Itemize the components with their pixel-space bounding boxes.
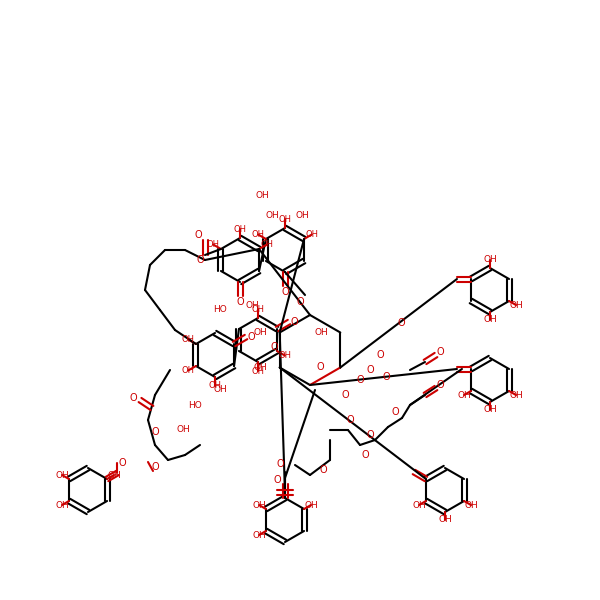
Text: O: O <box>151 427 159 437</box>
Text: O: O <box>276 459 284 469</box>
Text: OH: OH <box>509 391 523 400</box>
Text: OH: OH <box>182 366 194 375</box>
Text: OH: OH <box>55 500 69 509</box>
Text: O: O <box>398 318 406 328</box>
Text: O: O <box>273 475 281 485</box>
Text: OH: OH <box>233 224 247 233</box>
Text: OH: OH <box>412 500 426 509</box>
Text: OH: OH <box>245 301 259 310</box>
Text: OH: OH <box>206 240 220 249</box>
Text: OH: OH <box>251 230 265 239</box>
Text: O: O <box>346 415 354 425</box>
Text: OH: OH <box>438 515 452 524</box>
Text: OH: OH <box>55 470 69 479</box>
Text: HO: HO <box>188 401 202 409</box>
Text: HO: HO <box>213 305 227 314</box>
Text: O: O <box>436 380 444 390</box>
Text: O: O <box>376 350 384 360</box>
Text: OH: OH <box>251 304 265 313</box>
Text: OH: OH <box>107 470 121 479</box>
Text: O: O <box>129 393 137 403</box>
Text: OH: OH <box>265 211 279 220</box>
Text: OH: OH <box>254 328 268 337</box>
Text: OH: OH <box>464 500 478 509</box>
Text: O: O <box>366 430 374 440</box>
Text: O: O <box>194 230 202 240</box>
Text: OH: OH <box>457 391 471 400</box>
Text: O: O <box>356 375 364 385</box>
Text: OH: OH <box>182 335 194 344</box>
Text: OH: OH <box>255 191 269 200</box>
Text: O: O <box>383 372 390 382</box>
Text: OH: OH <box>509 301 523 310</box>
Text: OH: OH <box>305 230 319 239</box>
Text: O: O <box>236 297 244 307</box>
Text: O: O <box>341 390 349 400</box>
Text: O: O <box>436 347 444 357</box>
Text: OH: OH <box>254 363 268 372</box>
Text: O: O <box>319 465 327 475</box>
Text: OH: OH <box>278 214 292 223</box>
Text: OH: OH <box>278 351 292 360</box>
Text: O: O <box>366 365 374 375</box>
Text: OH: OH <box>314 328 328 337</box>
Text: O: O <box>281 287 289 297</box>
Text: OH: OH <box>260 240 274 249</box>
Text: O: O <box>196 255 204 265</box>
Text: OH: OH <box>209 382 221 391</box>
Text: O: O <box>316 362 324 373</box>
Text: O: O <box>391 407 399 417</box>
Text: O: O <box>247 332 255 342</box>
Text: OH: OH <box>483 316 497 325</box>
Text: O: O <box>151 462 159 472</box>
Text: OH: OH <box>295 211 309 220</box>
Text: OH: OH <box>483 406 497 415</box>
Text: OH: OH <box>252 530 266 539</box>
Text: OH: OH <box>213 385 227 395</box>
Text: O: O <box>290 317 298 327</box>
Text: OH: OH <box>251 367 265 376</box>
Text: OH: OH <box>176 425 190 434</box>
Text: OH: OH <box>252 500 266 509</box>
Text: OH: OH <box>304 500 318 509</box>
Text: O: O <box>271 343 278 352</box>
Text: O: O <box>119 458 126 468</box>
Text: O: O <box>361 450 369 460</box>
Text: O: O <box>296 297 304 307</box>
Text: OH: OH <box>483 256 497 265</box>
